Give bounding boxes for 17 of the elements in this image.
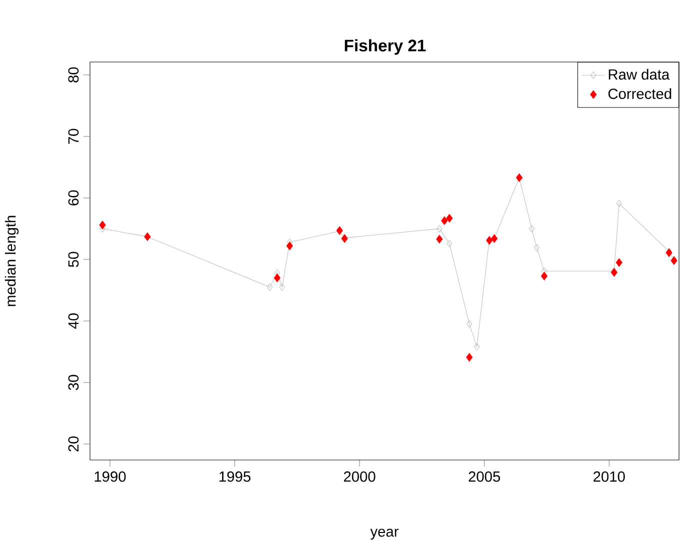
y-tick-label: 80 [68,67,79,82]
y-tick-label: 30 [68,374,79,390]
x-tick-label: 1990 [94,471,126,482]
y-tick-label: 60 [68,190,79,206]
x-tick-label: 1995 [220,471,250,482]
y-tick-label: 70 [68,128,79,144]
y-axis-title: median length [4,216,19,306]
legend-label: Corrected [608,88,672,99]
x-tick-label: 2005 [468,471,500,482]
x-tick-label: 2000 [344,471,376,482]
y-tick-label: 50 [68,252,79,268]
y-tick-label: 20 [68,436,79,452]
x-tick-label: 2010 [594,471,625,482]
legend-label: Raw data [608,68,670,80]
chart-title: Fishery 21 [344,39,426,55]
y-tick-label: 40 [68,313,79,329]
x-axis-title: year [370,528,399,540]
